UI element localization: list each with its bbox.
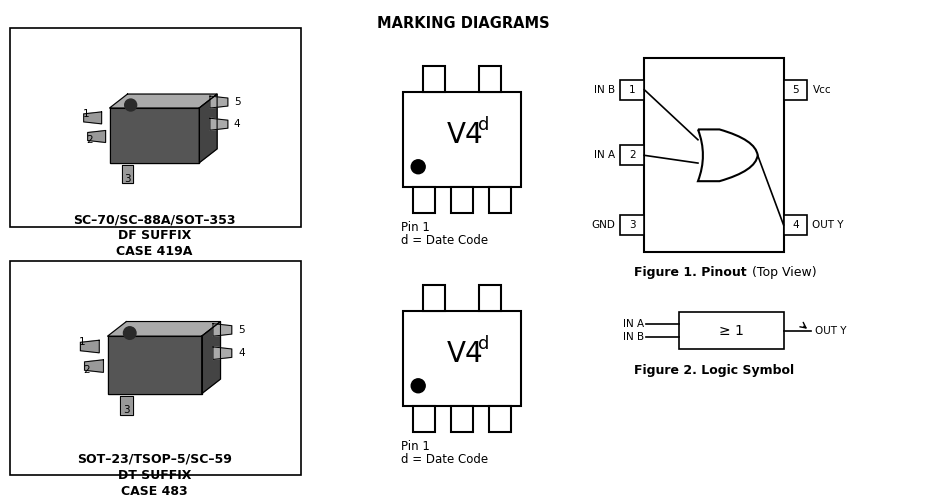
Text: Vᴄᴄ: Vᴄᴄ (812, 85, 831, 95)
Text: 4: 4 (234, 119, 241, 129)
Text: 5: 5 (793, 85, 799, 95)
FancyBboxPatch shape (679, 312, 783, 349)
PathPatch shape (698, 129, 757, 181)
Text: OUT Y: OUT Y (816, 326, 847, 336)
Text: CASE 419A: CASE 419A (116, 245, 193, 258)
Polygon shape (109, 108, 199, 163)
FancyBboxPatch shape (620, 80, 644, 100)
Text: d = Date Code: d = Date Code (401, 453, 488, 466)
FancyBboxPatch shape (10, 28, 301, 227)
Text: IN B: IN B (623, 332, 644, 342)
FancyBboxPatch shape (783, 80, 807, 100)
Text: 3: 3 (124, 174, 131, 184)
Text: DT SUFFIX: DT SUFFIX (118, 469, 191, 482)
Text: CASE 483: CASE 483 (121, 485, 188, 498)
Text: IN B: IN B (594, 85, 615, 95)
FancyBboxPatch shape (10, 261, 301, 475)
Text: 4: 4 (793, 220, 799, 230)
Text: MARKING DIAGRAMS: MARKING DIAGRAMS (377, 16, 549, 31)
Text: Figure 2. Logic Symbol: Figure 2. Logic Symbol (634, 364, 795, 377)
Text: 5: 5 (234, 97, 241, 107)
Text: d: d (478, 336, 490, 354)
Circle shape (411, 379, 425, 393)
Text: IN A: IN A (594, 150, 615, 160)
FancyBboxPatch shape (644, 58, 783, 252)
Circle shape (411, 160, 425, 174)
FancyBboxPatch shape (479, 66, 501, 92)
Text: 3: 3 (123, 405, 130, 415)
Polygon shape (199, 94, 217, 163)
FancyBboxPatch shape (620, 145, 644, 165)
Polygon shape (121, 165, 133, 183)
Text: DF SUFFIX: DF SUFFIX (118, 229, 191, 242)
FancyBboxPatch shape (489, 406, 511, 431)
Text: Pin 1: Pin 1 (401, 220, 431, 233)
Text: Pin 1: Pin 1 (401, 439, 431, 452)
Text: SOT–23/TSOP–5/SC–59: SOT–23/TSOP–5/SC–59 (77, 453, 232, 466)
Text: 2: 2 (86, 135, 93, 145)
Text: V4: V4 (446, 340, 483, 368)
FancyBboxPatch shape (423, 285, 445, 311)
Text: GND: GND (592, 220, 615, 230)
Text: ≥ 1: ≥ 1 (719, 324, 744, 338)
Polygon shape (84, 360, 104, 372)
FancyBboxPatch shape (479, 285, 501, 311)
Text: V4: V4 (446, 121, 483, 149)
Text: IN A: IN A (623, 319, 644, 329)
FancyBboxPatch shape (451, 187, 473, 212)
Text: d = Date Code: d = Date Code (401, 234, 488, 247)
Circle shape (123, 327, 136, 339)
FancyBboxPatch shape (451, 406, 473, 431)
Polygon shape (213, 324, 232, 336)
Polygon shape (88, 131, 106, 142)
FancyBboxPatch shape (413, 406, 435, 431)
FancyBboxPatch shape (783, 215, 807, 235)
Polygon shape (120, 396, 132, 415)
Text: 2: 2 (629, 150, 635, 160)
Text: (Top View): (Top View) (747, 266, 817, 279)
Text: 3: 3 (629, 220, 635, 230)
Polygon shape (109, 94, 217, 108)
Polygon shape (213, 347, 232, 359)
Polygon shape (107, 336, 202, 394)
Polygon shape (210, 118, 228, 130)
Polygon shape (81, 340, 99, 353)
Text: OUT Y: OUT Y (812, 220, 844, 230)
FancyBboxPatch shape (620, 215, 644, 235)
Polygon shape (83, 112, 102, 124)
Text: 1: 1 (629, 85, 635, 95)
Circle shape (125, 99, 137, 111)
Text: 2: 2 (83, 365, 90, 375)
FancyBboxPatch shape (403, 311, 520, 406)
Polygon shape (210, 96, 228, 108)
Text: Figure 1. Pinout: Figure 1. Pinout (634, 266, 747, 279)
FancyBboxPatch shape (423, 66, 445, 92)
FancyBboxPatch shape (403, 92, 520, 187)
Text: SC–70/SC–88A/SOT–353: SC–70/SC–88A/SOT–353 (73, 213, 235, 226)
Text: 5: 5 (238, 325, 244, 335)
Text: d: d (478, 116, 490, 134)
Text: 1: 1 (82, 109, 89, 119)
Polygon shape (202, 322, 220, 394)
FancyBboxPatch shape (489, 187, 511, 212)
Text: 4: 4 (238, 348, 244, 358)
Polygon shape (107, 322, 220, 336)
Text: 1: 1 (80, 337, 86, 347)
FancyBboxPatch shape (413, 187, 435, 212)
